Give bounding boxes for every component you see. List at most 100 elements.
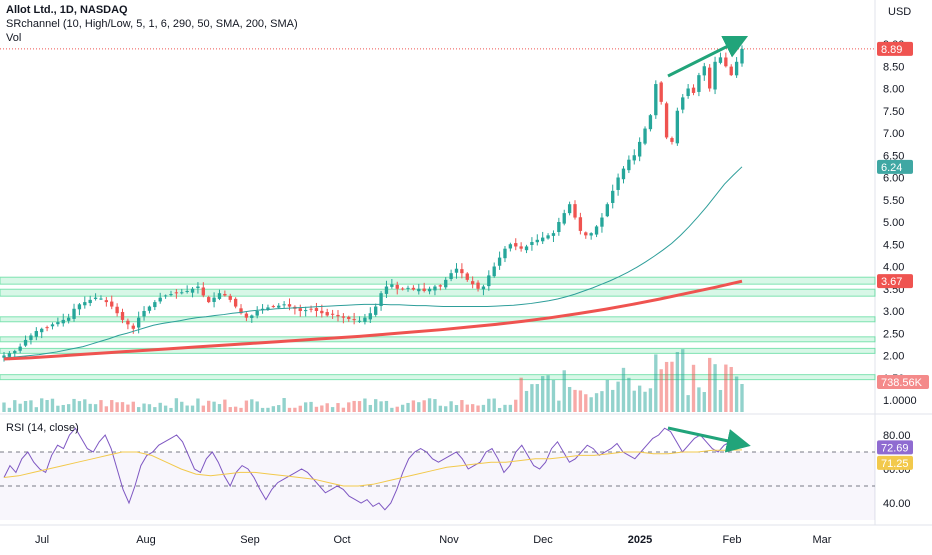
candle-body bbox=[271, 306, 276, 308]
volume-bar bbox=[40, 398, 44, 412]
volume-bar bbox=[174, 398, 179, 412]
volume-bar bbox=[228, 407, 232, 412]
rsi-line bbox=[3, 427, 743, 511]
candle-body bbox=[266, 307, 270, 310]
candle-body bbox=[664, 103, 669, 138]
candle-body bbox=[697, 75, 701, 92]
time-tick-label: Jul bbox=[35, 534, 49, 546]
volume-bar bbox=[530, 384, 534, 412]
volume-bar bbox=[239, 407, 243, 412]
candle-body bbox=[476, 282, 480, 289]
candle-body bbox=[88, 299, 92, 304]
volume-bar bbox=[158, 402, 162, 412]
candle-body bbox=[395, 284, 399, 289]
candle-body bbox=[670, 138, 674, 142]
candle-body bbox=[34, 331, 38, 337]
volume-bar bbox=[207, 400, 211, 412]
candle-body bbox=[605, 204, 609, 217]
candle-body bbox=[298, 308, 302, 311]
volume-bar bbox=[713, 364, 717, 412]
rsi-ma-tag: 71.25 bbox=[881, 458, 909, 470]
volume-bar bbox=[411, 400, 416, 412]
candle-body bbox=[729, 66, 733, 76]
volume-bar bbox=[508, 404, 513, 412]
currency-label: USD bbox=[888, 6, 912, 18]
volume-bar bbox=[444, 406, 448, 412]
candle-body bbox=[584, 232, 588, 236]
price-tick-label: 7.50 bbox=[883, 106, 904, 118]
candle-body bbox=[691, 87, 696, 93]
time-tick-label: Mar bbox=[813, 534, 832, 546]
candle-body bbox=[481, 286, 486, 290]
price-tick-label: 5.50 bbox=[883, 195, 904, 207]
volume-bar bbox=[347, 402, 351, 412]
volume-bar bbox=[352, 400, 356, 412]
candle-body bbox=[422, 288, 426, 291]
rsi-label: RSI (14, close) bbox=[6, 422, 79, 434]
price-tick-label: 2.00 bbox=[883, 351, 904, 363]
volume-bar bbox=[201, 405, 205, 412]
time-tick-label: Feb bbox=[723, 534, 742, 546]
volume-bar bbox=[562, 370, 566, 412]
candle-body bbox=[93, 297, 98, 299]
candle-body bbox=[519, 246, 523, 249]
candle-body bbox=[530, 242, 534, 245]
candle-body bbox=[120, 312, 125, 320]
candle-body bbox=[212, 297, 216, 302]
candle-body bbox=[654, 84, 658, 116]
candles bbox=[2, 45, 744, 362]
volume-bar bbox=[298, 405, 302, 412]
candle-body bbox=[18, 346, 22, 351]
rsi-tag-bg bbox=[877, 440, 913, 455]
volume-bar bbox=[438, 405, 443, 412]
volume-bar bbox=[336, 403, 340, 412]
candle-body bbox=[503, 248, 507, 259]
volume-bar bbox=[357, 401, 362, 412]
candle-body bbox=[153, 302, 157, 308]
candle-body bbox=[357, 320, 362, 322]
volume-bar bbox=[578, 390, 583, 412]
volume-bar bbox=[363, 398, 367, 412]
candle-body bbox=[190, 288, 195, 293]
volume-bar bbox=[460, 400, 464, 412]
rsi-tick-label: 40.00 bbox=[883, 498, 911, 510]
candle-body bbox=[336, 314, 340, 317]
candle-body bbox=[465, 273, 469, 280]
candle-body bbox=[352, 319, 356, 321]
annotations bbox=[667, 35, 751, 453]
candle-body bbox=[444, 279, 448, 288]
volume-bar bbox=[341, 407, 346, 412]
volume-bar bbox=[255, 401, 259, 412]
volume-bar bbox=[50, 398, 55, 412]
candle-body bbox=[244, 313, 249, 318]
candle-body bbox=[223, 293, 227, 296]
volume-bar bbox=[384, 400, 389, 412]
candle-body bbox=[250, 315, 254, 318]
rsi-ma-line bbox=[3, 449, 743, 487]
volume-bar bbox=[320, 405, 324, 412]
candle-body bbox=[524, 246, 529, 251]
candle-body bbox=[341, 316, 346, 318]
volume-bar bbox=[632, 390, 636, 412]
candle-body bbox=[470, 281, 475, 285]
volume-bar bbox=[729, 366, 733, 412]
candle-body bbox=[83, 302, 87, 306]
candle-body bbox=[158, 297, 162, 302]
candle-body bbox=[740, 48, 744, 64]
volume-bar bbox=[740, 384, 744, 412]
time-tick-label: Nov bbox=[439, 534, 459, 546]
volume-bar bbox=[637, 385, 642, 412]
volume-bar bbox=[153, 407, 157, 412]
candle-body bbox=[13, 351, 17, 354]
volume-bar bbox=[233, 406, 238, 412]
candle-body bbox=[708, 67, 712, 89]
candle-body bbox=[40, 328, 44, 333]
volume-bar bbox=[314, 406, 319, 412]
volume-bar bbox=[244, 400, 249, 412]
volume-bar bbox=[427, 398, 432, 412]
volume-bar bbox=[277, 405, 281, 412]
candle-body bbox=[282, 304, 286, 306]
volume-bar bbox=[390, 407, 394, 412]
